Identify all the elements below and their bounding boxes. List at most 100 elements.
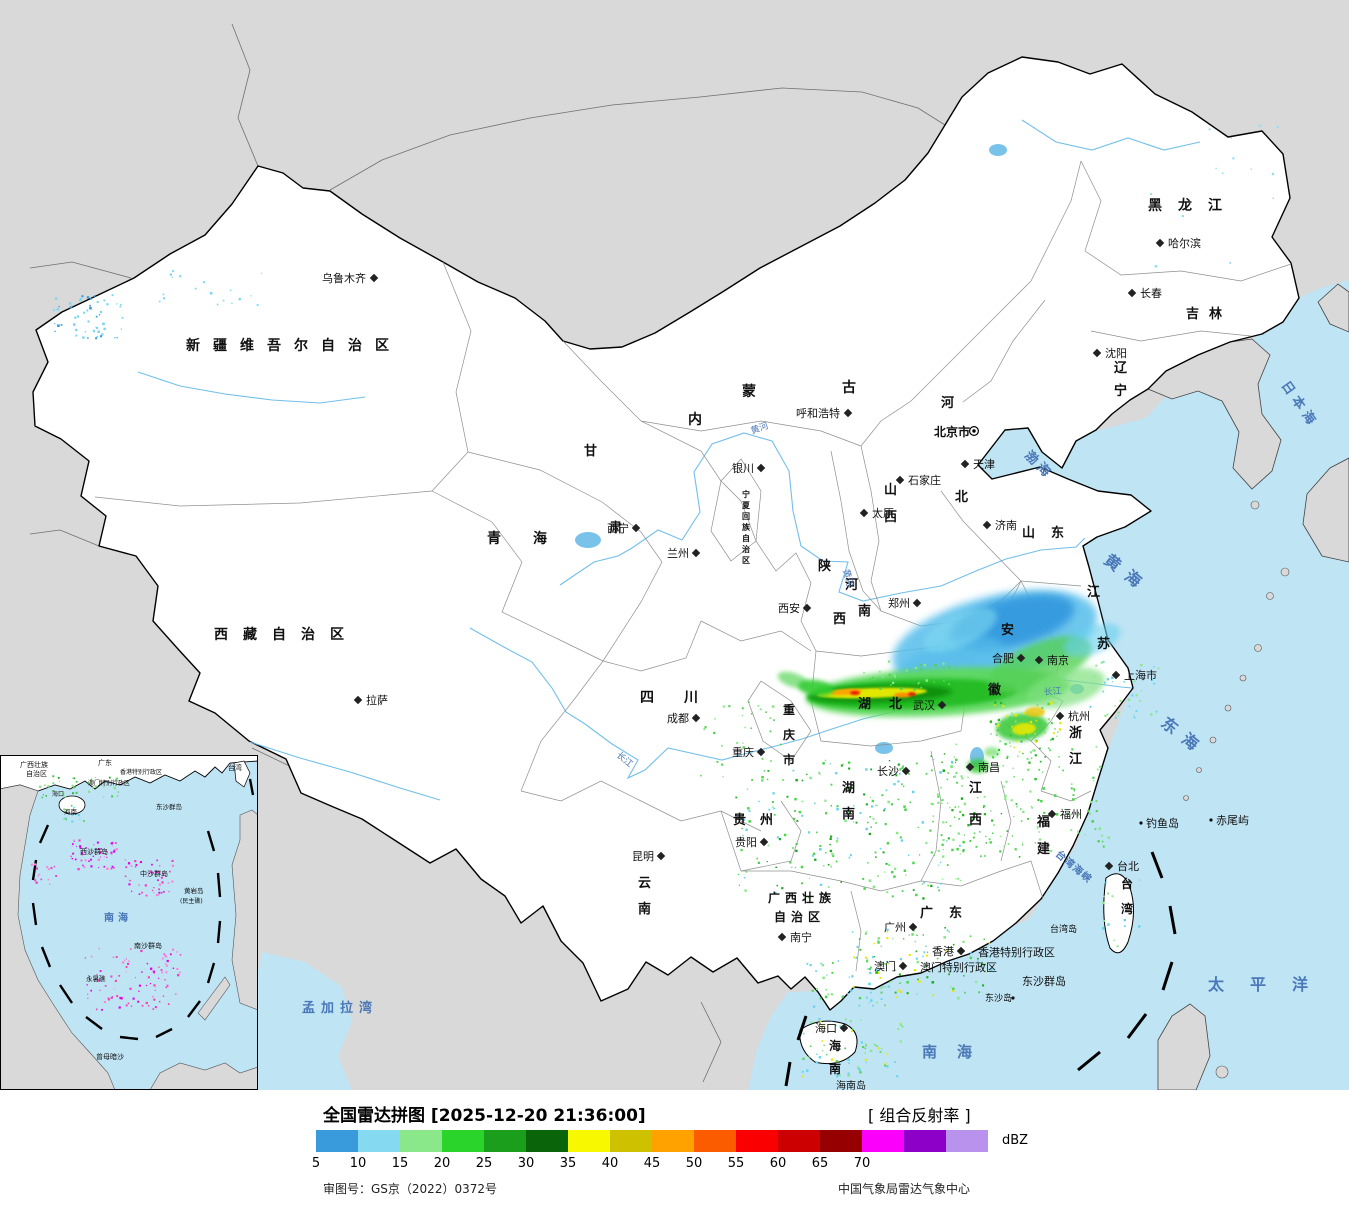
inset-label: 东沙群岛 <box>156 802 182 811</box>
island-label: 澳门特别行政区 <box>920 960 997 974</box>
province-label: 安徽 <box>987 622 1014 698</box>
radar-speckle-region <box>735 758 965 900</box>
svg-text:南: 南 <box>922 1043 937 1061</box>
inset-label: 曾母暗沙 <box>96 1052 124 1061</box>
svg-text:宁: 宁 <box>1114 383 1127 399</box>
colorbar-tick-label: 15 <box>391 1156 409 1171</box>
inset-label: 香港特别行政区 <box>120 768 162 776</box>
province-label: 湖南 <box>842 781 855 822</box>
province-label: 黑龙江 <box>1148 197 1222 214</box>
svg-text:东: 东 <box>1051 525 1064 541</box>
province-label: 甘肃 <box>584 443 622 536</box>
province-label: 河南 <box>845 577 871 619</box>
svg-text:自: 自 <box>272 626 286 643</box>
radar-speckle-region <box>988 701 1062 759</box>
svg-text:自: 自 <box>321 337 335 354</box>
province-label: 河北 <box>941 395 968 505</box>
svg-text:贵阳: 贵阳 <box>735 836 757 849</box>
colorbar-segment <box>862 1130 904 1152</box>
svg-text:黑: 黑 <box>1148 198 1162 214</box>
svg-text:澳门特别行政区: 澳门特别行政区 <box>88 779 130 787</box>
svg-text:武汉: 武汉 <box>913 699 935 712</box>
radar-speckle-region <box>1150 124 1279 268</box>
svg-text:族: 族 <box>819 890 832 905</box>
island-label: 钓鱼岛 <box>1146 816 1179 830</box>
svg-text:赤尾屿: 赤尾屿 <box>1216 814 1249 827</box>
svg-text:南海: 南海 <box>104 911 132 924</box>
svg-text:西: 西 <box>214 627 228 643</box>
inset-label: (民主礁) <box>180 897 203 905</box>
radar-speckle-region <box>863 660 951 691</box>
nine-dash-line <box>784 851 1177 1087</box>
svg-text:云: 云 <box>638 876 651 891</box>
province-label: 内 蒙 古 <box>688 379 856 428</box>
inset-speckle-region <box>84 947 182 1011</box>
svg-text:青: 青 <box>487 530 501 547</box>
svg-text:吉: 吉 <box>1186 307 1199 322</box>
svg-text:海口: 海口 <box>52 790 64 798</box>
svg-text:北: 北 <box>889 697 902 712</box>
svg-text:台湾岛: 台湾岛 <box>1050 923 1077 935</box>
inset-speckle-region <box>63 805 85 823</box>
svg-text:治: 治 <box>301 626 315 643</box>
svg-text:乌鲁木齐: 乌鲁木齐 <box>322 271 366 285</box>
svg-text:香港特别行政区: 香港特别行政区 <box>120 768 162 776</box>
province-label: 西藏自治区 <box>214 626 344 643</box>
svg-text:自: 自 <box>774 909 786 924</box>
svg-text:东沙岛: 东沙岛 <box>985 992 1012 1004</box>
colorbar-segment <box>904 1130 946 1152</box>
svg-text:东沙群岛: 东沙群岛 <box>1022 974 1066 988</box>
colorbar-tick-label: 30 <box>517 1156 535 1171</box>
colorbar-segment <box>820 1130 862 1152</box>
island-label: 香港特别行政区 <box>978 945 1055 959</box>
svg-text:区: 区 <box>375 338 389 354</box>
svg-text:广: 广 <box>920 905 933 921</box>
svg-text:海口: 海口 <box>815 1021 837 1035</box>
map-review-number: 审图号：GS京（2022）0372号 <box>323 1182 497 1196</box>
svg-text:海南: 海南 <box>64 807 78 816</box>
svg-text:重: 重 <box>783 702 795 717</box>
province-label: 辽宁 <box>1114 361 1128 399</box>
svg-text:徽: 徽 <box>987 682 1002 698</box>
svg-text:安: 安 <box>1001 622 1014 638</box>
radar-speckle-region <box>700 701 784 781</box>
colorbar-tick-label: 10 <box>349 1156 367 1171</box>
svg-text:哈尔滨: 哈尔滨 <box>1168 236 1201 250</box>
island-label: 海南岛 <box>836 1079 866 1090</box>
svg-text:香港特别行政区: 香港特别行政区 <box>978 945 1055 959</box>
colorbar-tick-label: 45 <box>643 1156 661 1171</box>
province-label: 云南 <box>638 876 651 917</box>
inset-label: 永暑礁 <box>86 974 106 983</box>
province-label: 陕西 <box>818 558 846 627</box>
inset-label: 海口 <box>52 790 64 798</box>
colorbar-segment <box>316 1130 358 1152</box>
colorbar-tick-label: 40 <box>601 1156 619 1171</box>
svg-text:龙: 龙 <box>1177 197 1192 214</box>
colorbar-segment <box>442 1130 484 1152</box>
svg-text:西沙群岛: 西沙群岛 <box>80 847 108 856</box>
colorbar-tick-label: 20 <box>433 1156 451 1171</box>
unit-label: dBZ <box>1002 1133 1029 1148</box>
sea-label: 孟加拉湾 <box>302 1000 372 1016</box>
inset-label: 海南 <box>64 807 78 816</box>
radar-speckle-region <box>1020 745 1110 853</box>
svg-text:湖: 湖 <box>858 697 871 712</box>
svg-text:湖: 湖 <box>842 781 855 796</box>
colorbar-tick-label: 65 <box>811 1156 829 1171</box>
svg-text:长江: 长江 <box>1043 684 1062 698</box>
svg-text:湾: 湾 <box>359 1000 372 1016</box>
capital-marker-dot <box>972 429 976 433</box>
svg-text:南宁: 南宁 <box>790 930 812 944</box>
svg-text:回: 回 <box>742 512 750 521</box>
svg-text:江: 江 <box>1208 197 1222 214</box>
island-label: 东沙群岛 <box>1022 974 1066 988</box>
svg-text:天津: 天津 <box>973 458 995 471</box>
svg-text:海: 海 <box>957 1043 972 1061</box>
svg-text:海: 海 <box>829 1038 841 1053</box>
svg-text:吾: 吾 <box>267 338 281 354</box>
province-label: 福建 <box>1036 814 1050 857</box>
svg-text:长春: 长春 <box>1140 287 1162 300</box>
svg-text:济南: 济南 <box>995 518 1017 532</box>
